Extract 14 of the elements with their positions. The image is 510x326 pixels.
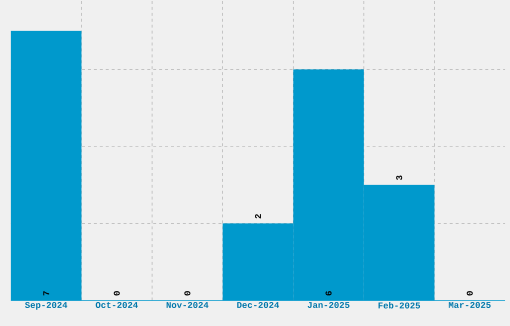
x-tick-label: Dec-2024 — [237, 302, 280, 308]
data-label: 7 — [43, 291, 50, 296]
data-label: 3 — [396, 175, 402, 180]
data-label: 2 — [254, 214, 261, 218]
x-tick-label: Mar-2025 — [448, 302, 491, 308]
x-tick-label: Feb-2025 — [378, 302, 420, 308]
x-tick-label: Sep-2024 — [25, 302, 68, 310]
x-tick-label: Jan-2025 — [308, 302, 350, 308]
x-tick-label: Oct-2024 — [96, 302, 138, 308]
x-tick-label: Nov-2024 — [166, 302, 208, 308]
data-label: 0 — [184, 291, 190, 296]
data-label: 0 — [114, 291, 120, 296]
data-label: 6 — [326, 291, 332, 296]
data-label: 0 — [466, 291, 473, 296]
